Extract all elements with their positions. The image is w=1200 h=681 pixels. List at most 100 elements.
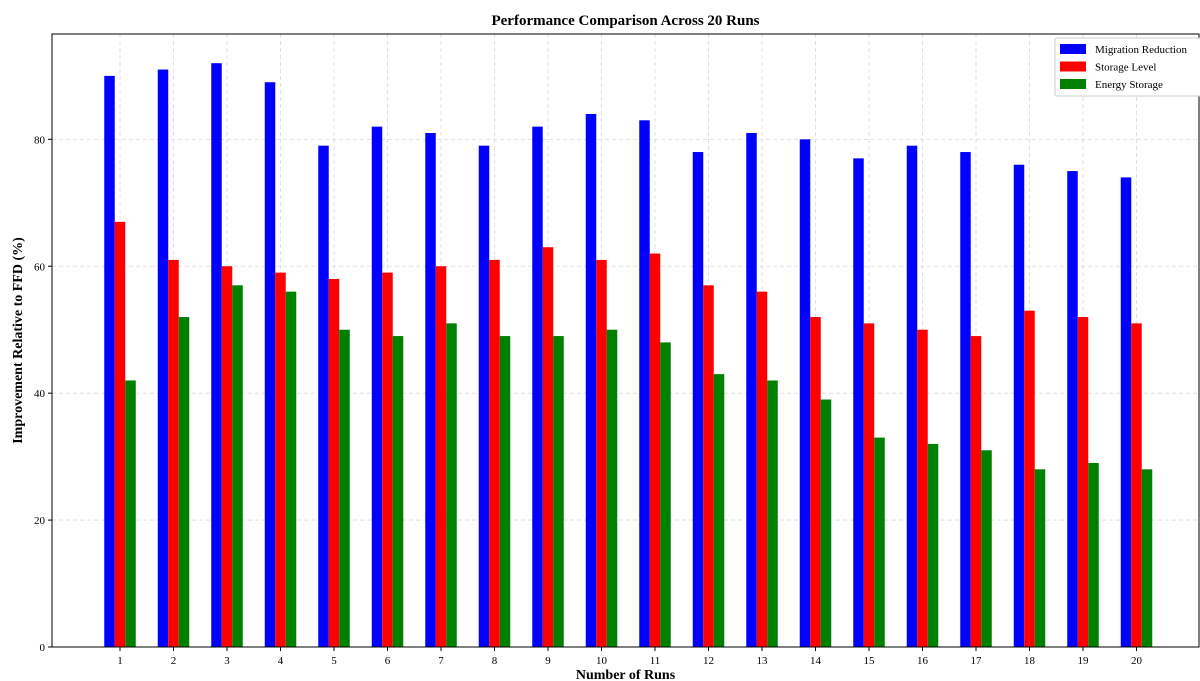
bar	[211, 63, 222, 647]
x-tick-label: 19	[1078, 655, 1090, 667]
x-tick-label: 18	[1024, 655, 1036, 667]
x-tick-label: 2	[171, 655, 177, 667]
bar	[125, 380, 136, 647]
x-tick-label: 1	[117, 655, 123, 667]
bar	[906, 145, 918, 647]
bar	[810, 317, 821, 647]
series-migration-reduction	[104, 63, 1132, 648]
bar	[478, 145, 490, 647]
bar	[489, 259, 500, 647]
bar	[596, 259, 607, 647]
x-axis-ticks: 1 2 3 4 5 6 7 8 9 10 11 12 13 14 15 16 17 18 19 20	[117, 647, 1143, 667]
x-tick-label: 17	[971, 655, 983, 667]
bar	[425, 132, 436, 648]
bar	[713, 374, 725, 647]
bar	[874, 437, 885, 647]
legend-item: Migration Reduction	[1060, 44, 1187, 56]
bar	[318, 145, 329, 647]
bar	[1013, 164, 1025, 647]
x-tick-label: 6	[385, 655, 391, 667]
x-tick-label: 20	[1131, 655, 1143, 667]
legend-swatch	[1060, 44, 1086, 54]
bar	[328, 278, 340, 647]
bar	[767, 380, 778, 647]
bar	[178, 317, 190, 647]
y-tick-label: 60	[34, 261, 46, 273]
bar	[756, 291, 768, 647]
bar	[1088, 462, 1099, 647]
x-tick-label: 9	[545, 655, 551, 667]
x-tick-label: 7	[438, 655, 444, 667]
bar	[585, 113, 597, 647]
x-tick-label: 15	[864, 655, 876, 667]
legend-label: Storage Level	[1095, 62, 1156, 74]
legend: Migration Reduction Storage Level Energy S…	[1054, 37, 1200, 97]
bar	[820, 399, 832, 647]
legend-swatch	[1060, 79, 1086, 89]
y-axis-ticks: 0 20 40 60 80	[34, 134, 52, 654]
bar	[1141, 469, 1153, 647]
bar	[960, 152, 971, 647]
y-tick-label: 80	[34, 134, 46, 146]
bar	[970, 336, 982, 647]
bar	[168, 259, 179, 647]
bar	[499, 336, 511, 647]
series-energy-storage	[125, 285, 1153, 647]
x-tick-label: 3	[224, 655, 230, 667]
bar	[649, 253, 661, 647]
legend-item: Storage Level	[1060, 61, 1156, 74]
bar	[1034, 469, 1046, 647]
bar	[1120, 177, 1132, 648]
bar	[285, 291, 297, 647]
plot-frame	[51, 33, 1200, 648]
x-tick-label: 14	[810, 655, 822, 667]
bar	[1131, 323, 1142, 647]
x-tick-label: 13	[757, 655, 769, 667]
bar	[981, 450, 992, 647]
bar	[692, 152, 704, 647]
x-axis-title: Number of Runs	[576, 668, 676, 681]
bar	[853, 158, 864, 647]
bar	[639, 120, 650, 648]
bar	[660, 342, 671, 647]
bar	[917, 329, 928, 647]
bar	[799, 139, 811, 647]
chart-title: Performance Comparison Across 20 Runs	[491, 13, 759, 29]
legend-label: Energy Storage	[1095, 79, 1163, 91]
bar	[114, 221, 126, 648]
bar	[746, 132, 757, 648]
legend-swatch	[1060, 61, 1086, 72]
bar	[339, 329, 350, 647]
bar	[221, 266, 233, 647]
bar	[927, 443, 939, 647]
x-tick-label: 8	[492, 655, 498, 667]
legend-label: Migration Reduction	[1095, 44, 1187, 56]
x-tick-label: 16	[917, 655, 929, 667]
bar	[382, 272, 393, 647]
x-tick-label: 5	[331, 655, 337, 667]
bar	[863, 323, 875, 647]
bar	[435, 266, 447, 647]
x-tick-label: 11	[650, 655, 661, 667]
bar	[542, 247, 554, 647]
x-tick-label: 10	[596, 655, 608, 667]
bar	[446, 323, 457, 647]
bar	[1067, 171, 1078, 647]
x-tick-label: 12	[703, 655, 714, 667]
bar	[157, 69, 169, 647]
bar	[553, 336, 564, 647]
y-tick-label: 40	[34, 388, 46, 400]
bar	[275, 272, 286, 647]
bar	[532, 126, 543, 648]
y-tick-label: 0	[40, 642, 46, 654]
bar	[392, 336, 404, 647]
bar	[104, 75, 115, 648]
bar	[371, 126, 383, 648]
bar	[1024, 310, 1035, 647]
bar	[232, 285, 243, 647]
bars	[104, 63, 1153, 648]
series-storage-level	[114, 221, 1142, 648]
legend-item: Energy Storage	[1060, 79, 1163, 91]
y-tick-label: 20	[34, 515, 46, 527]
